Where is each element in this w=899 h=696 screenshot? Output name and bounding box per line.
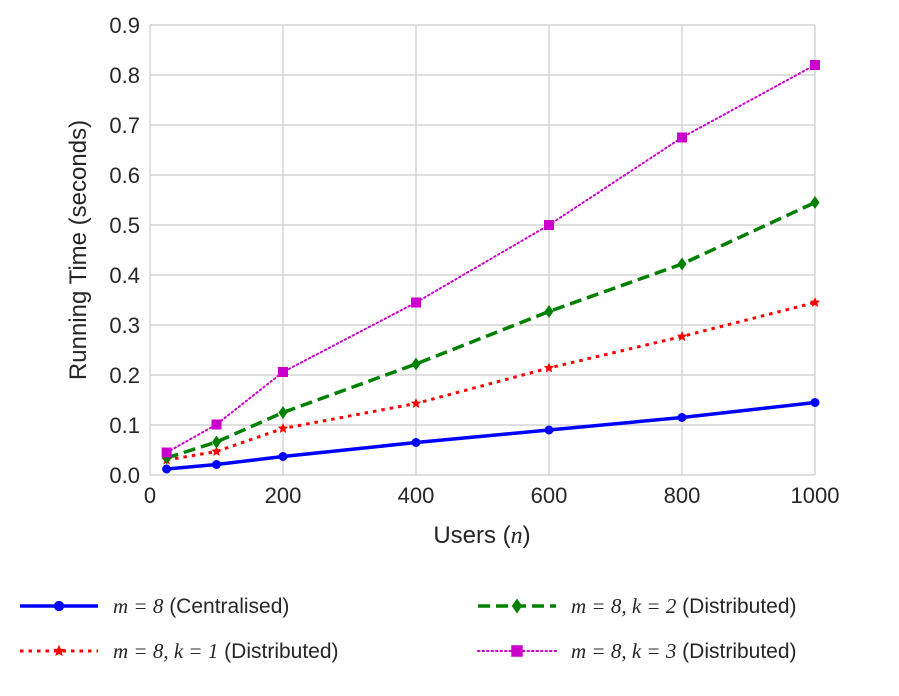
marker-square (810, 60, 820, 70)
marker-star (52, 644, 66, 657)
marker-square (278, 367, 288, 377)
legend-item-1: m = 8 (Centralised) (20, 594, 289, 618)
y-axis-label: Running Time (seconds) (65, 120, 92, 380)
legend-suffix: (Distributed) (224, 640, 338, 663)
y-tick-label: 0.0 (109, 463, 140, 488)
tick-labels: 0 200 400 600 800 1000 0.0 0.1 0.2 0.3 0.4 0.5 0.6 0.… (109, 13, 839, 508)
marker-square (511, 645, 523, 657)
y-tick-label: 0.6 (109, 163, 140, 188)
grid-lines (149, 24, 816, 476)
marker-diamond (544, 305, 554, 318)
series-3 (162, 196, 820, 465)
marker-square (544, 220, 554, 230)
x-axis-label: Users (n) (433, 522, 530, 549)
x-tick-label: 600 (531, 483, 568, 508)
legend-math: m = 8, k = 3 (571, 639, 676, 663)
marker-square (677, 132, 687, 143)
legend-label: m = 8, k = 3 (Distributed) (571, 639, 797, 663)
x-tick-label: 0 (144, 483, 156, 508)
legend-math: m = 8, k = 1 (113, 639, 218, 663)
legend-suffix: (Distributed) (682, 640, 796, 663)
plot-area (150, 25, 815, 475)
legend-item-4: m = 8, k = 3 (Distributed) (477, 639, 797, 663)
marker-star (543, 362, 555, 373)
legend-item-2: m = 8, k = 1 (Distributed) (20, 639, 339, 663)
marker-circle (212, 460, 221, 469)
marker-circle (162, 464, 172, 474)
legend-label: m = 8, k = 2 (Distributed) (571, 594, 797, 618)
marker-diamond (677, 257, 687, 271)
marker-circle (411, 438, 421, 447)
legend-item-3: m = 8, k = 2 (Distributed) (478, 594, 797, 618)
marker-square (411, 297, 421, 308)
series-2 (161, 297, 821, 465)
x-tick-label: 200 (265, 483, 302, 508)
marker-star (211, 446, 222, 456)
marker-circle (677, 413, 687, 422)
y-tick-label: 0.1 (109, 413, 140, 438)
marker-star (676, 331, 688, 341)
legend-label: m = 8, k = 1 (Distributed) (113, 639, 339, 663)
y-tick-label: 0.7 (109, 113, 140, 138)
marker-diamond (511, 598, 523, 614)
series-4 (161, 60, 820, 458)
legend-suffix: (Distributed) (682, 595, 796, 618)
y-tick-label: 0.5 (109, 213, 140, 238)
axis-labels: Users (n) Running Time (seconds) (65, 120, 531, 549)
x-tick-label: 1000 (791, 483, 840, 508)
legend-math: m = 8, k = 2 (571, 594, 677, 618)
marker-circle (53, 600, 65, 612)
marker-star (410, 398, 422, 408)
marker-circle (278, 452, 288, 461)
x-tick-label: 400 (398, 483, 435, 508)
marker-star (277, 423, 289, 433)
series-1 (162, 398, 820, 474)
marker-diamond (411, 357, 421, 371)
y-tick-label: 0.4 (109, 263, 140, 288)
legend-suffix: (Centralised) (169, 595, 289, 618)
marker-diamond (212, 435, 221, 449)
marker-diamond (278, 406, 288, 419)
y-tick-label: 0.8 (109, 63, 140, 88)
y-tick-label: 0.2 (109, 363, 140, 388)
y-tick-label: 0.9 (109, 13, 140, 38)
x-tick-label: 800 (664, 483, 701, 508)
series-lines (161, 60, 821, 474)
y-tick-label: 0.3 (109, 313, 140, 338)
marker-square (211, 419, 222, 430)
marker-square (161, 447, 172, 458)
legend-label: m = 8 (Centralised) (113, 594, 289, 618)
legend-math: m = 8 (113, 594, 164, 618)
legend: m = 8 (Centralised) m = 8, k = 1 (Distrib… (20, 594, 797, 663)
marker-circle (544, 425, 554, 435)
marker-circle (810, 398, 820, 407)
marker-star (809, 297, 821, 307)
marker-diamond (810, 196, 820, 209)
